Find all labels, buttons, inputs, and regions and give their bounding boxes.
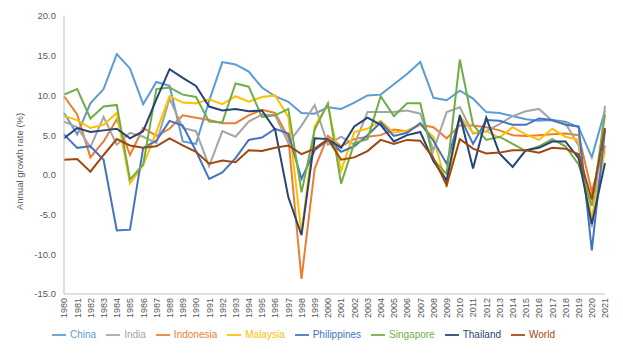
svg-text:1983: 1983 [99, 298, 109, 318]
svg-text:1991: 1991 [205, 298, 215, 318]
svg-text:-5.0: -5.0 [40, 209, 56, 220]
html-text:India: India [124, 328, 146, 340]
svg-text:2016: 2016 [534, 298, 544, 318]
svg-text:2003: 2003 [363, 298, 373, 318]
svg-text:2017: 2017 [548, 298, 558, 318]
svg-text:2013: 2013 [495, 298, 505, 318]
svg-text:1984: 1984 [112, 298, 122, 318]
svg-text:1989: 1989 [178, 298, 188, 318]
svg-text:1987: 1987 [152, 298, 162, 318]
svg-text:1998: 1998 [297, 298, 307, 318]
svg-text:1999: 1999 [310, 298, 320, 318]
svg-text:2002: 2002 [350, 298, 360, 318]
svg-text:1981: 1981 [73, 298, 83, 318]
svg-text:1980: 1980 [59, 298, 69, 318]
html-text:Singapore: Singapore [389, 328, 435, 340]
svg-text:15.0: 15.0 [38, 50, 57, 61]
svg-text:2018: 2018 [561, 298, 571, 318]
svg-text:2011: 2011 [468, 298, 478, 317]
svg-text:1996: 1996 [271, 298, 281, 318]
html-text:World: World [529, 328, 555, 340]
svg-text:1986: 1986 [139, 298, 149, 318]
svg-text:1990: 1990 [191, 298, 201, 318]
svg-text:2001: 2001 [336, 298, 346, 318]
svg-text:1993: 1993 [231, 298, 241, 318]
svg-text:2005: 2005 [389, 298, 399, 318]
svg-text:2019: 2019 [574, 298, 584, 318]
svg-text:2020: 2020 [587, 298, 597, 318]
svg-text:Annual growth rate (%): Annual growth rate (%) [14, 113, 25, 210]
svg-text:20.0: 20.0 [38, 10, 57, 21]
svg-text:2000: 2000 [323, 298, 333, 318]
html-text:Malaysia: Malaysia [245, 328, 285, 340]
svg-text:-10.0: -10.0 [34, 249, 56, 260]
svg-text:5.0: 5.0 [43, 130, 56, 141]
svg-text:1994: 1994 [244, 298, 254, 318]
svg-text:1995: 1995 [257, 298, 267, 318]
html-text:Thailand: Thailand [462, 328, 501, 340]
svg-text:2012: 2012 [482, 298, 492, 318]
svg-text:2006: 2006 [402, 298, 412, 318]
html-text:Philippines: Philippines [312, 328, 362, 340]
svg-text:1997: 1997 [284, 298, 294, 318]
svg-text:2021: 2021 [600, 298, 610, 318]
html-text:China: China [70, 328, 97, 340]
svg-text:2014: 2014 [508, 298, 518, 318]
svg-text:-15.0: -15.0 [34, 288, 56, 299]
svg-text:1985: 1985 [125, 298, 135, 318]
svg-text:2007: 2007 [416, 298, 426, 318]
svg-text:0.0: 0.0 [43, 169, 56, 180]
svg-text:2010: 2010 [455, 298, 465, 318]
svg-text:2015: 2015 [521, 298, 531, 318]
html-text:Indonesia: Indonesia [173, 328, 218, 340]
svg-text:1982: 1982 [86, 298, 96, 318]
svg-text:2009: 2009 [442, 298, 452, 318]
svg-text:1988: 1988 [165, 298, 175, 318]
svg-text:2008: 2008 [429, 298, 439, 318]
svg-text:10.0: 10.0 [38, 90, 57, 101]
svg-text:2004: 2004 [376, 298, 386, 318]
svg-text:1992: 1992 [218, 298, 228, 318]
